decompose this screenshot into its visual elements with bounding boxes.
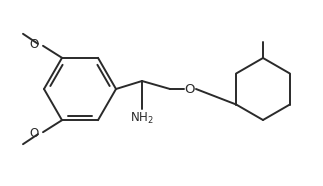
Text: O: O: [185, 83, 195, 95]
Text: NH$_2$: NH$_2$: [130, 111, 154, 126]
Text: O: O: [30, 38, 39, 51]
Text: O: O: [30, 127, 39, 140]
